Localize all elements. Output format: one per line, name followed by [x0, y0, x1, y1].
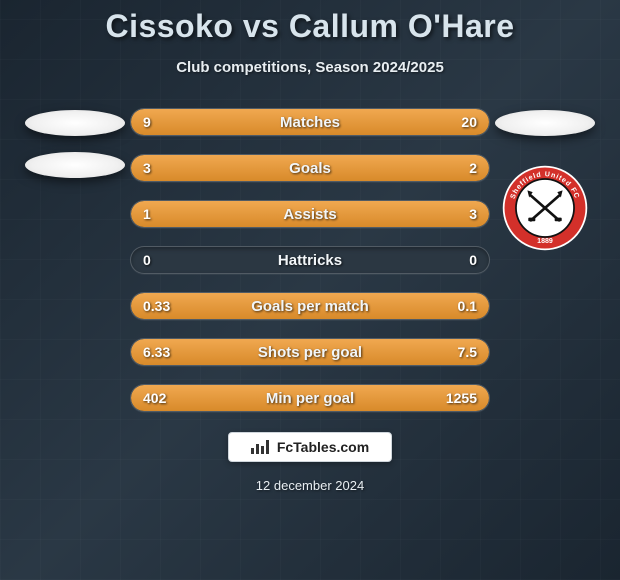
- page-subtitle: Club competitions, Season 2024/2025: [176, 59, 444, 76]
- stat-value-right: 1255: [446, 390, 477, 406]
- root: Cissoko vs Callum O'Hare Club competitio…: [0, 0, 620, 580]
- stat-value-left: 9: [143, 114, 151, 130]
- team-crest-left-placeholder: [25, 152, 125, 178]
- stat-fill-right: [346, 155, 489, 181]
- stat-value-right: 0.1: [458, 298, 477, 314]
- stat-label: Min per goal: [266, 390, 354, 407]
- left-team-column: [20, 108, 130, 178]
- stat-value-left: 0.33: [143, 298, 170, 314]
- stat-value-left: 402: [143, 390, 166, 406]
- player-avatar-left-placeholder: [25, 110, 125, 136]
- stat-value-left: 6.33: [143, 344, 170, 360]
- team-crest-right-icon: Sheffield United FC 1889: [501, 164, 589, 252]
- page-title: Cissoko vs Callum O'Hare: [105, 8, 514, 45]
- right-team-column: Sheffield United FC 1889: [490, 108, 600, 252]
- footer-date: 12 december 2024: [256, 478, 364, 493]
- stat-value-left: 3: [143, 160, 151, 176]
- stat-label: Matches: [280, 114, 340, 131]
- content-row: 9 Matches 20 3 Goals 2 1 Assists 3: [0, 108, 620, 412]
- stat-row-goals: 3 Goals 2: [130, 154, 490, 182]
- stat-value-right: 3: [469, 206, 477, 222]
- stat-label: Goals per match: [251, 298, 369, 315]
- stat-row-min-per-goal: 402 Min per goal 1255: [130, 384, 490, 412]
- stat-fill-right: [221, 201, 490, 227]
- player-avatar-right-placeholder: [495, 110, 595, 136]
- stat-value-right: 2: [469, 160, 477, 176]
- stat-row-goals-per-match: 0.33 Goals per match 0.1: [130, 292, 490, 320]
- stat-row-assists: 1 Assists 3: [130, 200, 490, 228]
- stat-label: Hattricks: [278, 252, 342, 269]
- stats-bars: 9 Matches 20 3 Goals 2 1 Assists 3: [130, 108, 490, 412]
- bar-chart-icon: [251, 440, 269, 454]
- brand-badge[interactable]: FcTables.com: [228, 432, 392, 462]
- stat-value-right: 20: [461, 114, 477, 130]
- brand-text: FcTables.com: [277, 439, 369, 455]
- stat-value-left: 0: [143, 252, 151, 268]
- stat-label: Assists: [283, 206, 336, 223]
- stat-label: Goals: [289, 160, 331, 177]
- stat-value-right: 0: [469, 252, 477, 268]
- stat-row-shots-per-goal: 6.33 Shots per goal 7.5: [130, 338, 490, 366]
- crest-year: 1889: [537, 238, 553, 245]
- stat-row-matches: 9 Matches 20: [130, 108, 490, 136]
- stat-row-hattricks: 0 Hattricks 0: [130, 246, 490, 274]
- stat-value-right: 7.5: [458, 344, 477, 360]
- stat-value-left: 1: [143, 206, 151, 222]
- stat-label: Shots per goal: [258, 344, 362, 361]
